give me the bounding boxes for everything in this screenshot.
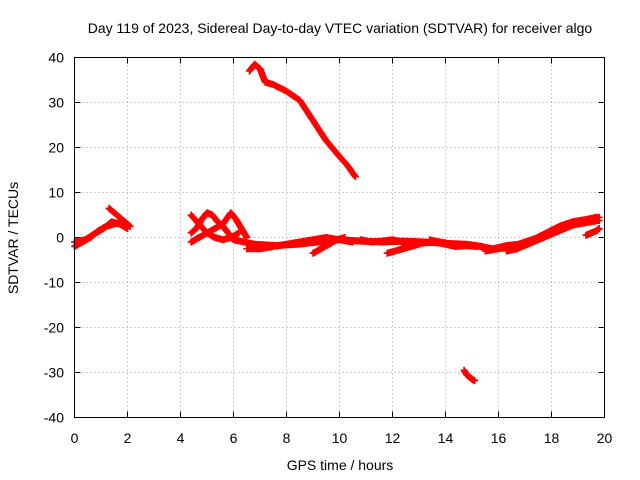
data-series [426, 236, 455, 248]
data-point [125, 221, 133, 229]
data-point [595, 225, 603, 232]
x-tick-label: 18 [544, 430, 560, 446]
data-series [243, 234, 357, 253]
y-tick-label: 20 [48, 140, 64, 156]
y-tick-label: -40 [44, 410, 64, 426]
y-tick-label: -10 [44, 275, 64, 291]
x-tick-label: 10 [332, 430, 348, 446]
x-tick-label: 4 [177, 430, 185, 446]
x-tick-label: 2 [124, 430, 132, 446]
x-tick-label: 14 [438, 430, 454, 446]
x-axis-label: GPS time / hours [287, 457, 394, 473]
x-tick-label: 16 [491, 430, 507, 446]
data-series [460, 366, 479, 385]
y-tick-label: 0 [56, 230, 64, 246]
data-point [595, 213, 603, 221]
data-series [502, 213, 603, 255]
data-point [235, 229, 243, 237]
y-tick-label: 30 [48, 95, 64, 111]
x-tick-label: 0 [71, 430, 79, 446]
data-series [187, 211, 243, 244]
chart-title: Day 119 of 2023, Sidereal Day-to-day VTE… [88, 20, 593, 36]
data-series [309, 234, 349, 257]
data-point [351, 173, 359, 181]
x-tick-label: 12 [385, 430, 401, 446]
data-point [349, 238, 357, 246]
y-tick-labels: -40 -30 -20 -10 0 10 20 30 40 [44, 50, 64, 426]
data-series [383, 240, 423, 257]
data-point [471, 377, 479, 385]
y-tick-label: 10 [48, 185, 64, 201]
y-tick-label: 40 [48, 50, 64, 66]
data-point [415, 240, 423, 248]
data-series [187, 209, 251, 246]
y-axis-label: SDTVAR / TECUs [5, 182, 21, 294]
data-point [126, 222, 134, 230]
x-tick-label: 6 [230, 430, 238, 446]
data-layer [71, 60, 603, 385]
y-tick-label: -20 [44, 320, 64, 336]
data-series [582, 225, 603, 239]
data-point [447, 240, 455, 248]
data-series [105, 204, 134, 230]
data-point [341, 234, 349, 241]
x-tick-label: 20 [597, 430, 613, 446]
x-tick-labels: 0 2 4 6 8 10 12 14 16 18 20 [71, 430, 613, 446]
x-tick-label: 8 [283, 430, 291, 446]
tick-marks [74, 57, 605, 418]
y-tick-label: -30 [44, 365, 64, 381]
data-series [245, 60, 359, 181]
